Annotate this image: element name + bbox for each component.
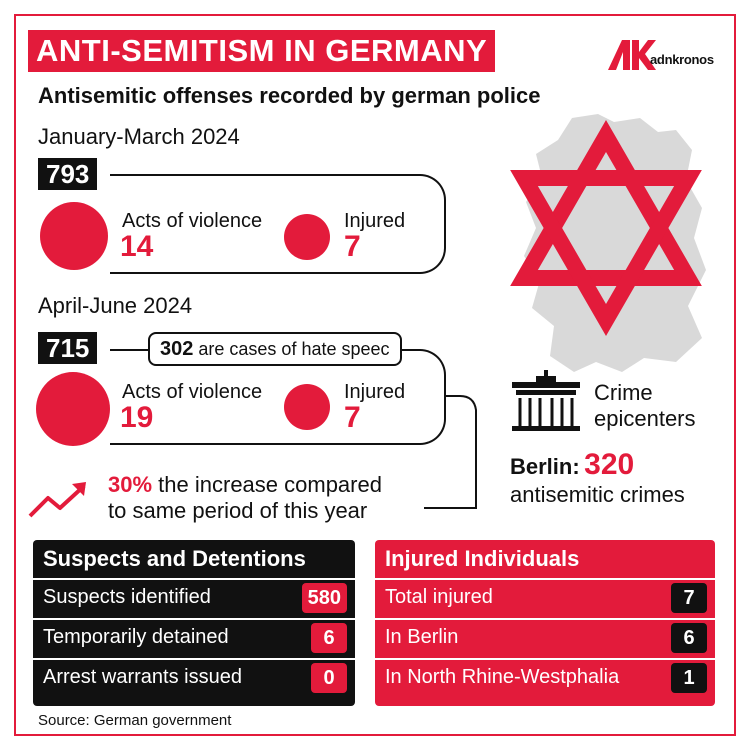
period-2-injured-value: 7 [344, 401, 361, 434]
main-title: ANTI-SEMITISM IN GERMANY [28, 30, 496, 72]
hate-speech-pill: 302 are cases of hate speec [148, 332, 402, 366]
trend-up-arrow-icon [28, 482, 86, 518]
berlin-crimes: Berlin: 320 [510, 448, 634, 482]
period-2-total: 715 [38, 332, 98, 364]
germany-map-icon [510, 114, 706, 372]
row-divider [33, 578, 355, 580]
berlin-sub-label: antisemitic crimes [510, 482, 685, 507]
suspects-row: Arrest warrants issued 0 [33, 662, 355, 694]
period-1-violence-value: 14 [120, 230, 154, 263]
brandenburg-gate-icon [512, 370, 580, 431]
row-divider [375, 578, 715, 580]
row-divider [33, 658, 355, 660]
adnkronos-logo-icon [608, 40, 656, 70]
suspects-panel: Suspects and Detentions Suspects identif… [33, 540, 355, 706]
in-berlin-label: In Berlin [385, 626, 459, 648]
logo-text: adnkronos [650, 52, 714, 67]
connector-line [424, 395, 477, 509]
row-divider [375, 618, 715, 620]
increase-text: 30% the increase compared to same period… [108, 472, 382, 524]
increase-line1: the increase compared [158, 472, 382, 497]
infographic-frame [14, 14, 736, 736]
suspects-row: Suspects identified 580 [33, 582, 355, 614]
increase-line2: to same period of this year [108, 498, 368, 523]
berlin-label: Berlin: [510, 454, 580, 479]
period-2-violence-label: Acts of violence [122, 381, 263, 403]
increase-percent: 30% [108, 472, 153, 497]
suspects-identified-value: 580 [301, 583, 347, 613]
period-1-injured-label: Injured [344, 210, 406, 232]
total-injured-label: Total injured [385, 586, 493, 608]
injured-row: In Berlin 6 [375, 622, 715, 654]
injured-row: In North Rhine-Westphalia 1 [375, 662, 715, 694]
period-1-frame [110, 174, 446, 274]
total-injured-value: 7 [671, 583, 707, 613]
suspects-panel-title: Suspects and Detentions [43, 546, 306, 571]
crime-label-line2: epicenters [594, 406, 696, 431]
period-1-total: 793 [38, 158, 98, 190]
crime-epicenters-label: Crime epicenters [594, 380, 696, 432]
berlin-value: 320 [584, 448, 635, 481]
period-2-injured-label: Injured [344, 381, 406, 403]
hate-speech-count: 302 [160, 338, 194, 360]
source-note: Source: German government [38, 712, 232, 729]
period-1-injured-dot [284, 214, 330, 260]
in-berlin-value: 6 [671, 623, 707, 653]
period-2-violence-dot [36, 372, 110, 446]
suspects-row: Temporarily detained 6 [33, 622, 355, 654]
row-divider [375, 658, 715, 660]
in-nrw-label: In North Rhine-Westphalia [385, 666, 620, 688]
period-1-violence-label: Acts of violence [122, 210, 263, 232]
period-1-violence-dot [40, 202, 108, 270]
injured-panel-title: Injured Individuals [385, 546, 580, 571]
arrest-warrants-value: 0 [311, 663, 347, 693]
in-nrw-value: 1 [671, 663, 707, 693]
temporarily-detained-value: 6 [311, 623, 347, 653]
temporarily-detained-label: Temporarily detained [43, 626, 229, 648]
period-2-label: April-June 2024 [38, 293, 193, 318]
period-1-label: January-March 2024 [38, 124, 240, 149]
subtitle: Antisemitic offenses recorded by german … [38, 83, 541, 108]
injured-panel: Injured Individuals Total injured 7 In B… [375, 540, 715, 706]
hate-speech-text: are cases of hate speec [198, 339, 390, 359]
period-2-violence-value: 19 [120, 401, 154, 434]
suspects-identified-label: Suspects identified [43, 586, 211, 608]
star-of-david-icon [510, 120, 702, 336]
row-divider [33, 618, 355, 620]
period-2-injured-dot [284, 384, 330, 430]
injured-row: Total injured 7 [375, 582, 715, 614]
crime-label-line1: Crime [594, 380, 653, 405]
period-1-injured-value: 7 [344, 230, 361, 263]
arrest-warrants-label: Arrest warrants issued [43, 666, 242, 688]
